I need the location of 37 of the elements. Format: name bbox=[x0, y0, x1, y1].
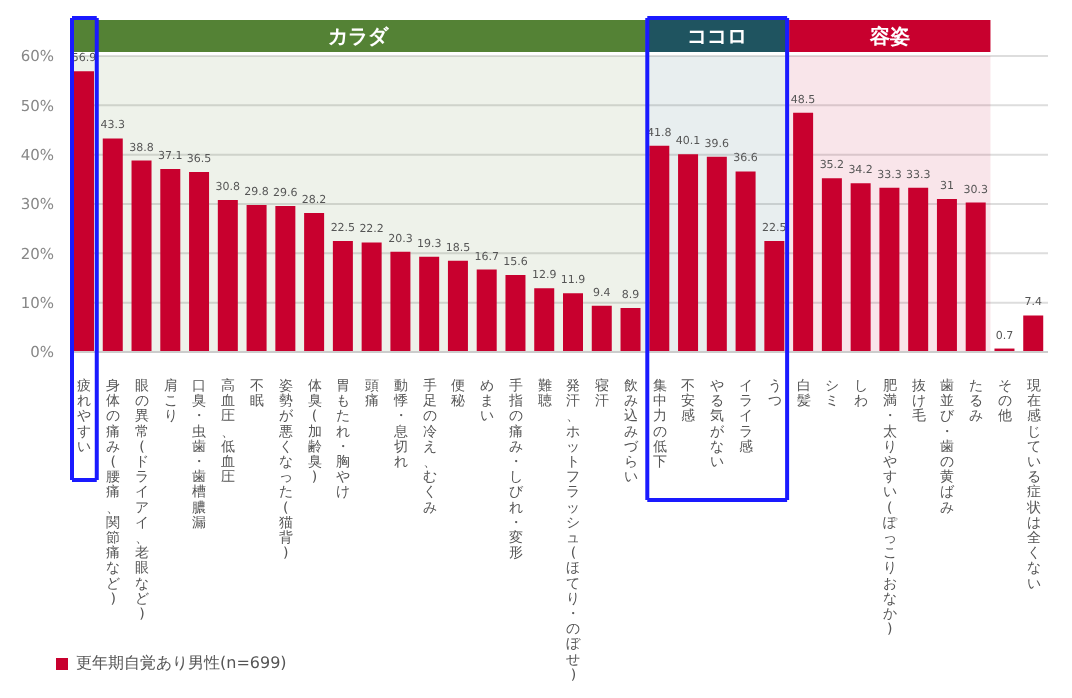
bar bbox=[620, 308, 641, 352]
bar bbox=[275, 205, 296, 352]
bar bbox=[649, 145, 670, 352]
bar bbox=[563, 293, 583, 352]
bar bbox=[361, 242, 382, 352]
band-label: カラダ bbox=[327, 25, 390, 49]
bar bbox=[534, 288, 555, 352]
bar bbox=[821, 178, 842, 352]
bar bbox=[850, 183, 871, 352]
bar bbox=[102, 138, 123, 352]
bar bbox=[793, 112, 814, 352]
bar bbox=[591, 305, 612, 352]
bar bbox=[735, 171, 756, 352]
bar bbox=[908, 187, 929, 352]
bar bbox=[74, 71, 94, 352]
bar bbox=[390, 251, 411, 352]
bar bbox=[764, 241, 785, 352]
bar bbox=[476, 269, 497, 352]
bar bbox=[936, 199, 957, 352]
bar bbox=[332, 241, 353, 352]
bar bbox=[304, 212, 325, 352]
bar bbox=[131, 160, 152, 352]
bar bbox=[879, 187, 900, 352]
bar bbox=[678, 154, 699, 352]
bar bbox=[1023, 315, 1044, 352]
legend-label: 更年期自覚あり男性(n=699) bbox=[76, 654, 287, 672]
bar bbox=[160, 168, 181, 352]
bar bbox=[189, 171, 210, 352]
bar bbox=[246, 204, 267, 352]
bar bbox=[965, 202, 986, 352]
bar bbox=[505, 275, 526, 352]
bar bbox=[419, 256, 440, 352]
bar bbox=[217, 200, 238, 352]
band-label: ココロ bbox=[687, 27, 748, 49]
bar bbox=[706, 156, 727, 352]
bar bbox=[447, 260, 468, 352]
band-label: 容姿 bbox=[867, 25, 910, 49]
